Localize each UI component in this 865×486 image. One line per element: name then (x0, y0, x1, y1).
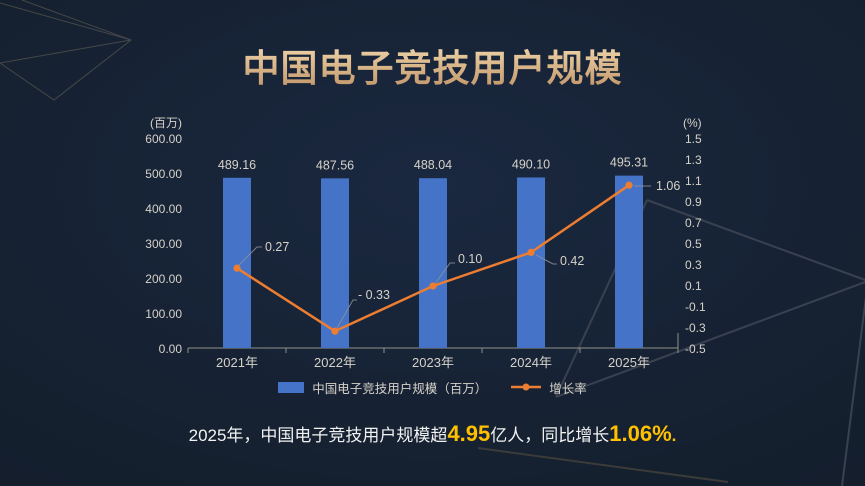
x-axis-label: 2025年 (608, 355, 650, 370)
deco-line (0, 39, 132, 101)
bar-2022年 (321, 178, 349, 348)
summary-part2: 亿人，同比增长 (490, 426, 610, 445)
left-axis-tick: 500.00 (145, 167, 182, 181)
right-axis-tick: 0.7 (685, 216, 702, 230)
growth-value-label: 1.06 (656, 179, 680, 193)
summary-highlight-users: 4.95 (447, 421, 491, 446)
growth-value-label: 0.27 (265, 240, 289, 254)
summary-text: 2025年，中国电子竞技用户规模超4.95亿人，同比增长1.06%. (0, 417, 865, 453)
right-axis-unit: (%) (683, 116, 702, 130)
chart-legend: 中国电子竞技用户规模（百万） 增长率 (0, 377, 865, 397)
deco-line (21, 0, 132, 41)
growth-value-label: 0.42 (560, 254, 584, 268)
legend-item-user-scale: 中国电子竞技用户规模（百万） (278, 378, 487, 397)
bar-value-label: 490.10 (512, 157, 550, 171)
data-point-2023年 (429, 282, 437, 290)
deco-line (555, 281, 865, 398)
left-axis-tick: 100.00 (145, 307, 182, 321)
summary-suffix: . (671, 426, 677, 445)
page-title: 中国电子竞技用户规模 (0, 38, 865, 92)
data-point-2021年 (233, 264, 241, 272)
left-axis-tick: 600.00 (145, 132, 182, 146)
x-axis-label: 2023年 (412, 355, 454, 370)
label-connector (535, 254, 557, 265)
bar-value-label: 489.16 (218, 158, 256, 172)
left-axis-tick: 400.00 (145, 202, 182, 216)
x-axis-label: 2024年 (510, 355, 552, 370)
legend-item-growth-rate: 增长率 (511, 378, 587, 397)
x-axis-label: 2022年 (314, 355, 356, 370)
right-axis-tick: 1.1 (685, 174, 702, 188)
label-connector (434, 262, 455, 285)
left-axis-tick: 300.00 (145, 237, 182, 251)
bar-2021年 (223, 177, 251, 348)
x-axis-label: 2021年 (216, 355, 258, 370)
legend-label-user-scale: 中国电子竞技用户规模（百万） (312, 381, 488, 396)
data-point-2022年 (331, 327, 339, 335)
bar-value-label: 487.56 (316, 158, 354, 172)
left-axis-tick: 200.00 (145, 272, 182, 286)
label-connector (238, 246, 262, 266)
growth-value-label: 0.10 (458, 252, 482, 266)
bar-2023年 (419, 178, 447, 348)
right-axis-tick: 0.9 (685, 195, 702, 209)
right-axis-tick: 0.3 (685, 258, 702, 272)
right-axis-tick: 0.1 (685, 279, 702, 293)
left-axis-tick: 0.00 (159, 342, 183, 356)
bar-2025年 (615, 175, 643, 348)
left-axis-unit: (百万) (150, 116, 182, 130)
label-connector (336, 299, 357, 329)
deco-line (646, 199, 865, 281)
right-axis-tick: -0.5 (685, 342, 706, 356)
data-point-2025年 (625, 181, 633, 189)
right-axis-tick: 1.3 (685, 153, 702, 167)
legend-label-growth-rate: 增长率 (549, 381, 587, 396)
right-axis-tick: 0.5 (685, 237, 702, 251)
data-point-2024年 (527, 248, 535, 256)
deco-line (477, 447, 729, 483)
growth-value-label: - 0.33 (358, 288, 390, 302)
legend-bar-swatch (278, 381, 305, 393)
summary-part1: 2025年，中国电子竞技用户规模超 (188, 426, 448, 445)
summary-highlight-growth: 1.06% (609, 421, 672, 446)
bar-2024年 (517, 177, 545, 348)
right-axis-tick: -0.1 (685, 300, 706, 314)
legend-line-swatch (511, 383, 542, 391)
bar-value-label: 495.31 (610, 156, 648, 170)
deco-line (841, 296, 865, 486)
right-axis-tick: 1.5 (685, 132, 702, 146)
right-axis-tick: -0.3 (685, 321, 706, 335)
bar-value-label: 488.04 (414, 158, 452, 172)
